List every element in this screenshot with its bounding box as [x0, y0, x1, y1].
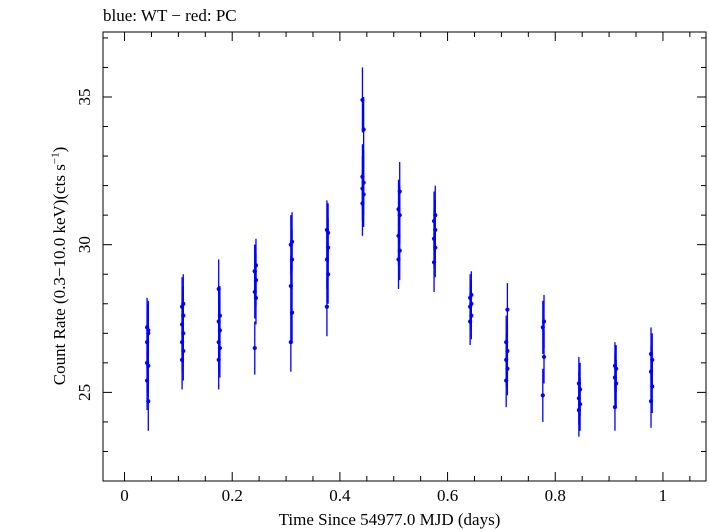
chart-title: blue: WT − red: PC	[103, 6, 237, 25]
x-tick-label: 0.4	[329, 486, 351, 505]
data-point	[541, 319, 547, 324]
data-marks	[144, 67, 655, 437]
y-axis-label-main: Count Rate (0.3−10.0 keV)(cts s	[50, 164, 69, 386]
x-tick-label: 0.2	[222, 486, 243, 505]
x-axis-label: Time Since 54977.0 MJD (days)	[278, 510, 501, 529]
data-point	[181, 301, 186, 306]
data-point	[612, 363, 618, 368]
x-tick-label: 0	[120, 486, 129, 505]
y-tick-label: 30	[75, 236, 94, 253]
data-point	[360, 97, 365, 103]
data-point	[252, 345, 257, 351]
y-tick-label: 35	[75, 88, 94, 105]
data-point	[326, 230, 331, 235]
data-point	[504, 340, 509, 345]
data-point	[252, 269, 257, 274]
data-point	[469, 292, 474, 298]
y-tick-label: 25	[75, 384, 94, 401]
y-axis-label-exponent: −1	[49, 152, 62, 165]
x-tick-label: 0.8	[545, 486, 566, 505]
data-point	[289, 239, 295, 244]
y-axis-label-end: )	[50, 146, 69, 153]
data-point	[505, 307, 510, 312]
data-point	[360, 174, 365, 179]
plot-frame	[102, 31, 707, 482]
data-point	[648, 351, 654, 357]
x-tick-label: 1	[659, 486, 668, 505]
chart-axes: 0 0.2 0.4 0.6 0.8 1 25 30 35	[75, 31, 707, 505]
y-axis-label: Count Rate (0.3−10.0 keV)(cts s−1)	[49, 86, 71, 446]
data-point	[433, 213, 438, 218]
data-point	[540, 393, 545, 398]
data-point	[324, 304, 330, 309]
data-point	[146, 328, 151, 333]
x-tick-label: 0.6	[437, 486, 458, 505]
data-point	[216, 286, 221, 292]
data-point	[576, 381, 581, 386]
data-point	[541, 354, 547, 360]
data-point	[397, 189, 402, 194]
